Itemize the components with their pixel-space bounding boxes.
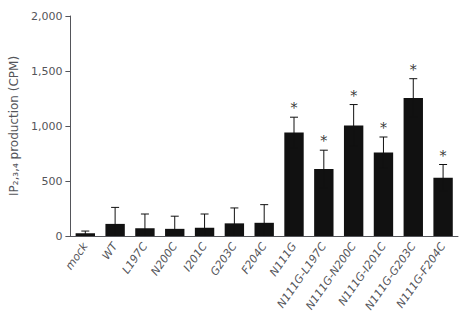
svg-text:2,000: 2,000 [31, 10, 63, 23]
svg-text:500: 500 [41, 175, 62, 188]
svg-text:N111G-N200C: N111G-N200C [303, 240, 359, 313]
svg-text:*: * [380, 120, 387, 136]
svg-text:0: 0 [55, 230, 62, 243]
svg-text:N111G-I201C: N111G-I201C [335, 240, 389, 308]
svg-text:N111G-L197C: N111G-L197C [274, 240, 330, 311]
svg-text:mock: mock [63, 240, 91, 272]
svg-text:N111G-G203C: N111G-G203C [362, 240, 419, 313]
svg-text:1,000: 1,000 [31, 120, 63, 133]
svg-text:N111G-F204C: N111G-F204C [394, 240, 449, 311]
svg-text:*: * [320, 133, 327, 149]
svg-text:*: * [440, 148, 447, 164]
svg-text:I201C: I201C [181, 240, 210, 274]
svg-text:F204C: F204C [239, 240, 270, 276]
svg-text:*: * [350, 88, 357, 104]
svg-text:*: * [410, 62, 417, 78]
svg-text:N200C: N200C [148, 240, 180, 278]
svg-text:IP₂,₃,₄ production (CPM): IP₂,₃,₄ production (CPM) [7, 56, 21, 196]
svg-text:1,500: 1,500 [31, 65, 63, 78]
svg-text:WT: WT [100, 239, 121, 262]
svg-text:L197C: L197C [120, 240, 151, 276]
svg-text:N111G: N111G [267, 240, 300, 279]
svg-text:G203C: G203C [208, 240, 240, 278]
svg-text:*: * [291, 100, 298, 116]
